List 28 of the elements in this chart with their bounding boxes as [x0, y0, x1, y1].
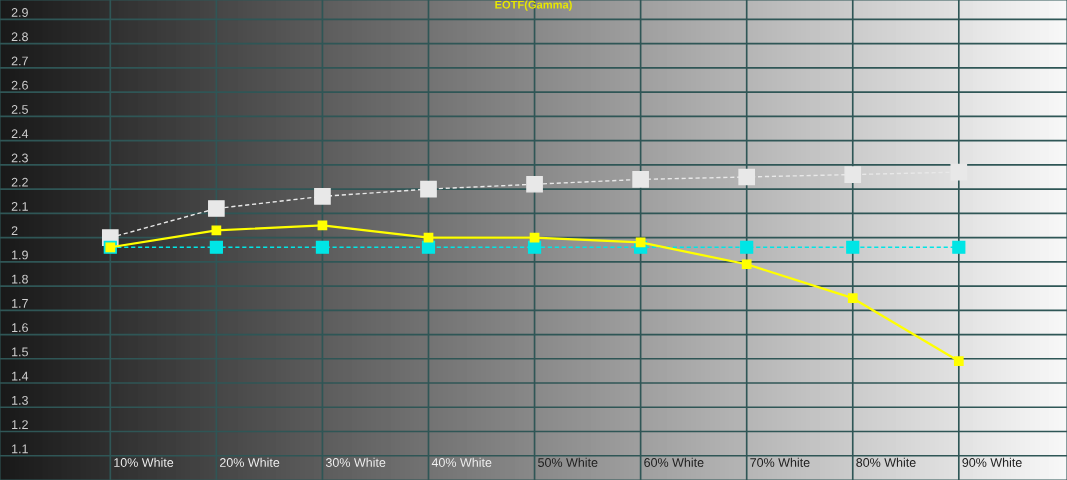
- y-tick-label: 1.2: [12, 420, 28, 429]
- y-tick-label: 2.1: [11, 202, 28, 211]
- y-tick-label: 2.2: [11, 177, 28, 187]
- y-tick-label: 2.3: [11, 153, 28, 163]
- y-tick-label: 1.1: [12, 444, 28, 454]
- y-tick-label: 2.9: [11, 8, 28, 17]
- y-tick-label: 1.8: [12, 274, 28, 284]
- x-tick-label: 40% White: [431, 457, 492, 467]
- y-tick-label: 1.9: [12, 250, 28, 260]
- x-tick-label: 70% White: [750, 457, 810, 467]
- x-tick-label: 50% White: [538, 457, 598, 467]
- x-tick-label: 30% White: [325, 457, 386, 467]
- y-tick-label: 2.6: [11, 80, 28, 90]
- y-tick-label: 2.5: [11, 105, 28, 114]
- y-tick-label: 2.4: [11, 129, 29, 139]
- x-tick-label: 80% White: [856, 457, 916, 467]
- x-tick-label: 10% White: [114, 457, 174, 467]
- y-tick-label: 1.6: [12, 323, 28, 333]
- y-tick-label: 2: [11, 226, 18, 235]
- x-tick-label: 90% White: [962, 457, 1022, 467]
- y-tick-label: 2.8: [11, 32, 28, 42]
- y-tick-label: 2.7: [11, 56, 28, 66]
- x-tick-label: 60% White: [644, 457, 704, 467]
- y-tick-label: 1.7: [12, 299, 28, 308]
- x-tick-label: 20% White: [220, 457, 280, 467]
- y-tick-label: 1.5: [12, 347, 28, 357]
- y-tick-label: 1.3: [12, 395, 28, 405]
- y-tick-label: 1.4: [12, 371, 29, 381]
